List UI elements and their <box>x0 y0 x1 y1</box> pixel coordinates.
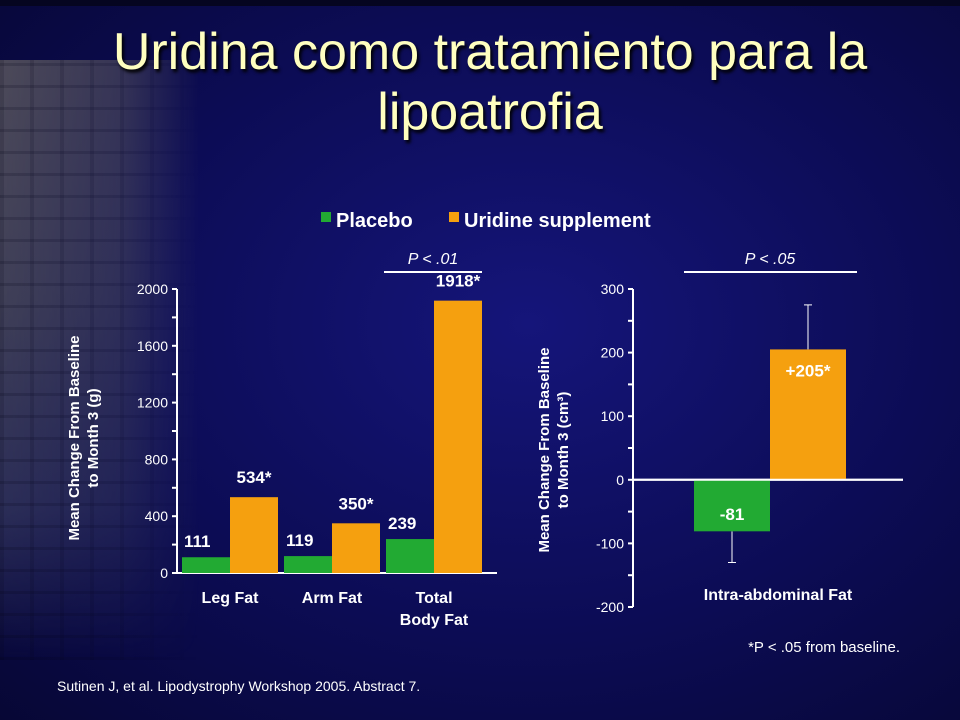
legend-label-uridine: Uridine supplement <box>464 210 651 232</box>
legend: Placebo Uridine supplement <box>321 210 651 232</box>
significance-footnote: *P < .05 from baseline. <box>748 639 900 656</box>
bar-uridine <box>770 349 846 480</box>
data-label-placebo: 111 <box>184 532 211 551</box>
bar-placebo <box>694 479 770 532</box>
data-label-uridine: 534* <box>237 468 272 487</box>
legend-swatch-placebo <box>321 212 331 222</box>
y-tick-label: 400 <box>145 508 169 524</box>
y-tick-label: -200 <box>596 599 624 615</box>
building-photo <box>0 60 200 660</box>
y-axis-title: Mean Change From Baseline to Month 3 (g) <box>66 335 102 540</box>
y-tick-label: 2000 <box>137 281 168 297</box>
x-category-label: Intra-abdominal Fat <box>704 587 853 604</box>
significance-label: P < .01 <box>408 251 459 268</box>
bar-uridine <box>332 523 380 573</box>
significance-label: P < .05 <box>745 251 796 268</box>
y-tick-label: 200 <box>601 345 625 361</box>
y-tick-label: 0 <box>160 565 168 581</box>
x-category-label: Leg Fat <box>202 590 260 607</box>
y-tick-label: -100 <box>596 535 624 551</box>
y-tick-label: 1200 <box>137 395 168 411</box>
y-tick-label: 300 <box>601 281 625 297</box>
data-label-placebo: 239 <box>388 514 416 533</box>
legend-swatch-uridine <box>449 212 459 222</box>
bar-placebo <box>284 556 332 573</box>
data-label-placebo: -81 <box>720 505 745 524</box>
legend-label-placebo: Placebo <box>336 210 413 232</box>
data-label-uridine: 1918* <box>436 272 481 291</box>
bar-uridine <box>434 300 482 573</box>
y-tick-label: 1600 <box>137 338 168 354</box>
data-label-uridine: 350* <box>339 494 374 513</box>
source-citation: Sutinen J, et al. Lipodystrophy Workshop… <box>57 678 421 694</box>
y-tick-label: 100 <box>601 408 625 424</box>
chart-intra-abdominal: -200 -100 0 100 200 300 -81 +205* Intra-abdomina… <box>536 251 903 656</box>
slide-title: Uridina como tratamiento para la lipoatr… <box>112 23 868 141</box>
x-category-label: Arm Fat <box>302 590 363 607</box>
data-label-uridine: +205* <box>786 361 831 380</box>
y-tick-label: 800 <box>145 451 169 467</box>
y-tick-label: 0 <box>616 472 624 488</box>
bar-placebo <box>182 557 230 573</box>
bar-uridine <box>230 497 278 573</box>
data-label-placebo: 119 <box>286 531 313 550</box>
bar-placebo <box>386 539 434 573</box>
top-bar <box>0 0 960 6</box>
x-category-label: Total Body Fat <box>400 590 469 629</box>
chart-fat-mass: 0 400 800 1200 1600 2000 111 534* Leg Fat 119 350*… <box>66 251 497 629</box>
y-axis-title: Mean Change From Baseline to Month 3 (cm³… <box>536 347 572 552</box>
